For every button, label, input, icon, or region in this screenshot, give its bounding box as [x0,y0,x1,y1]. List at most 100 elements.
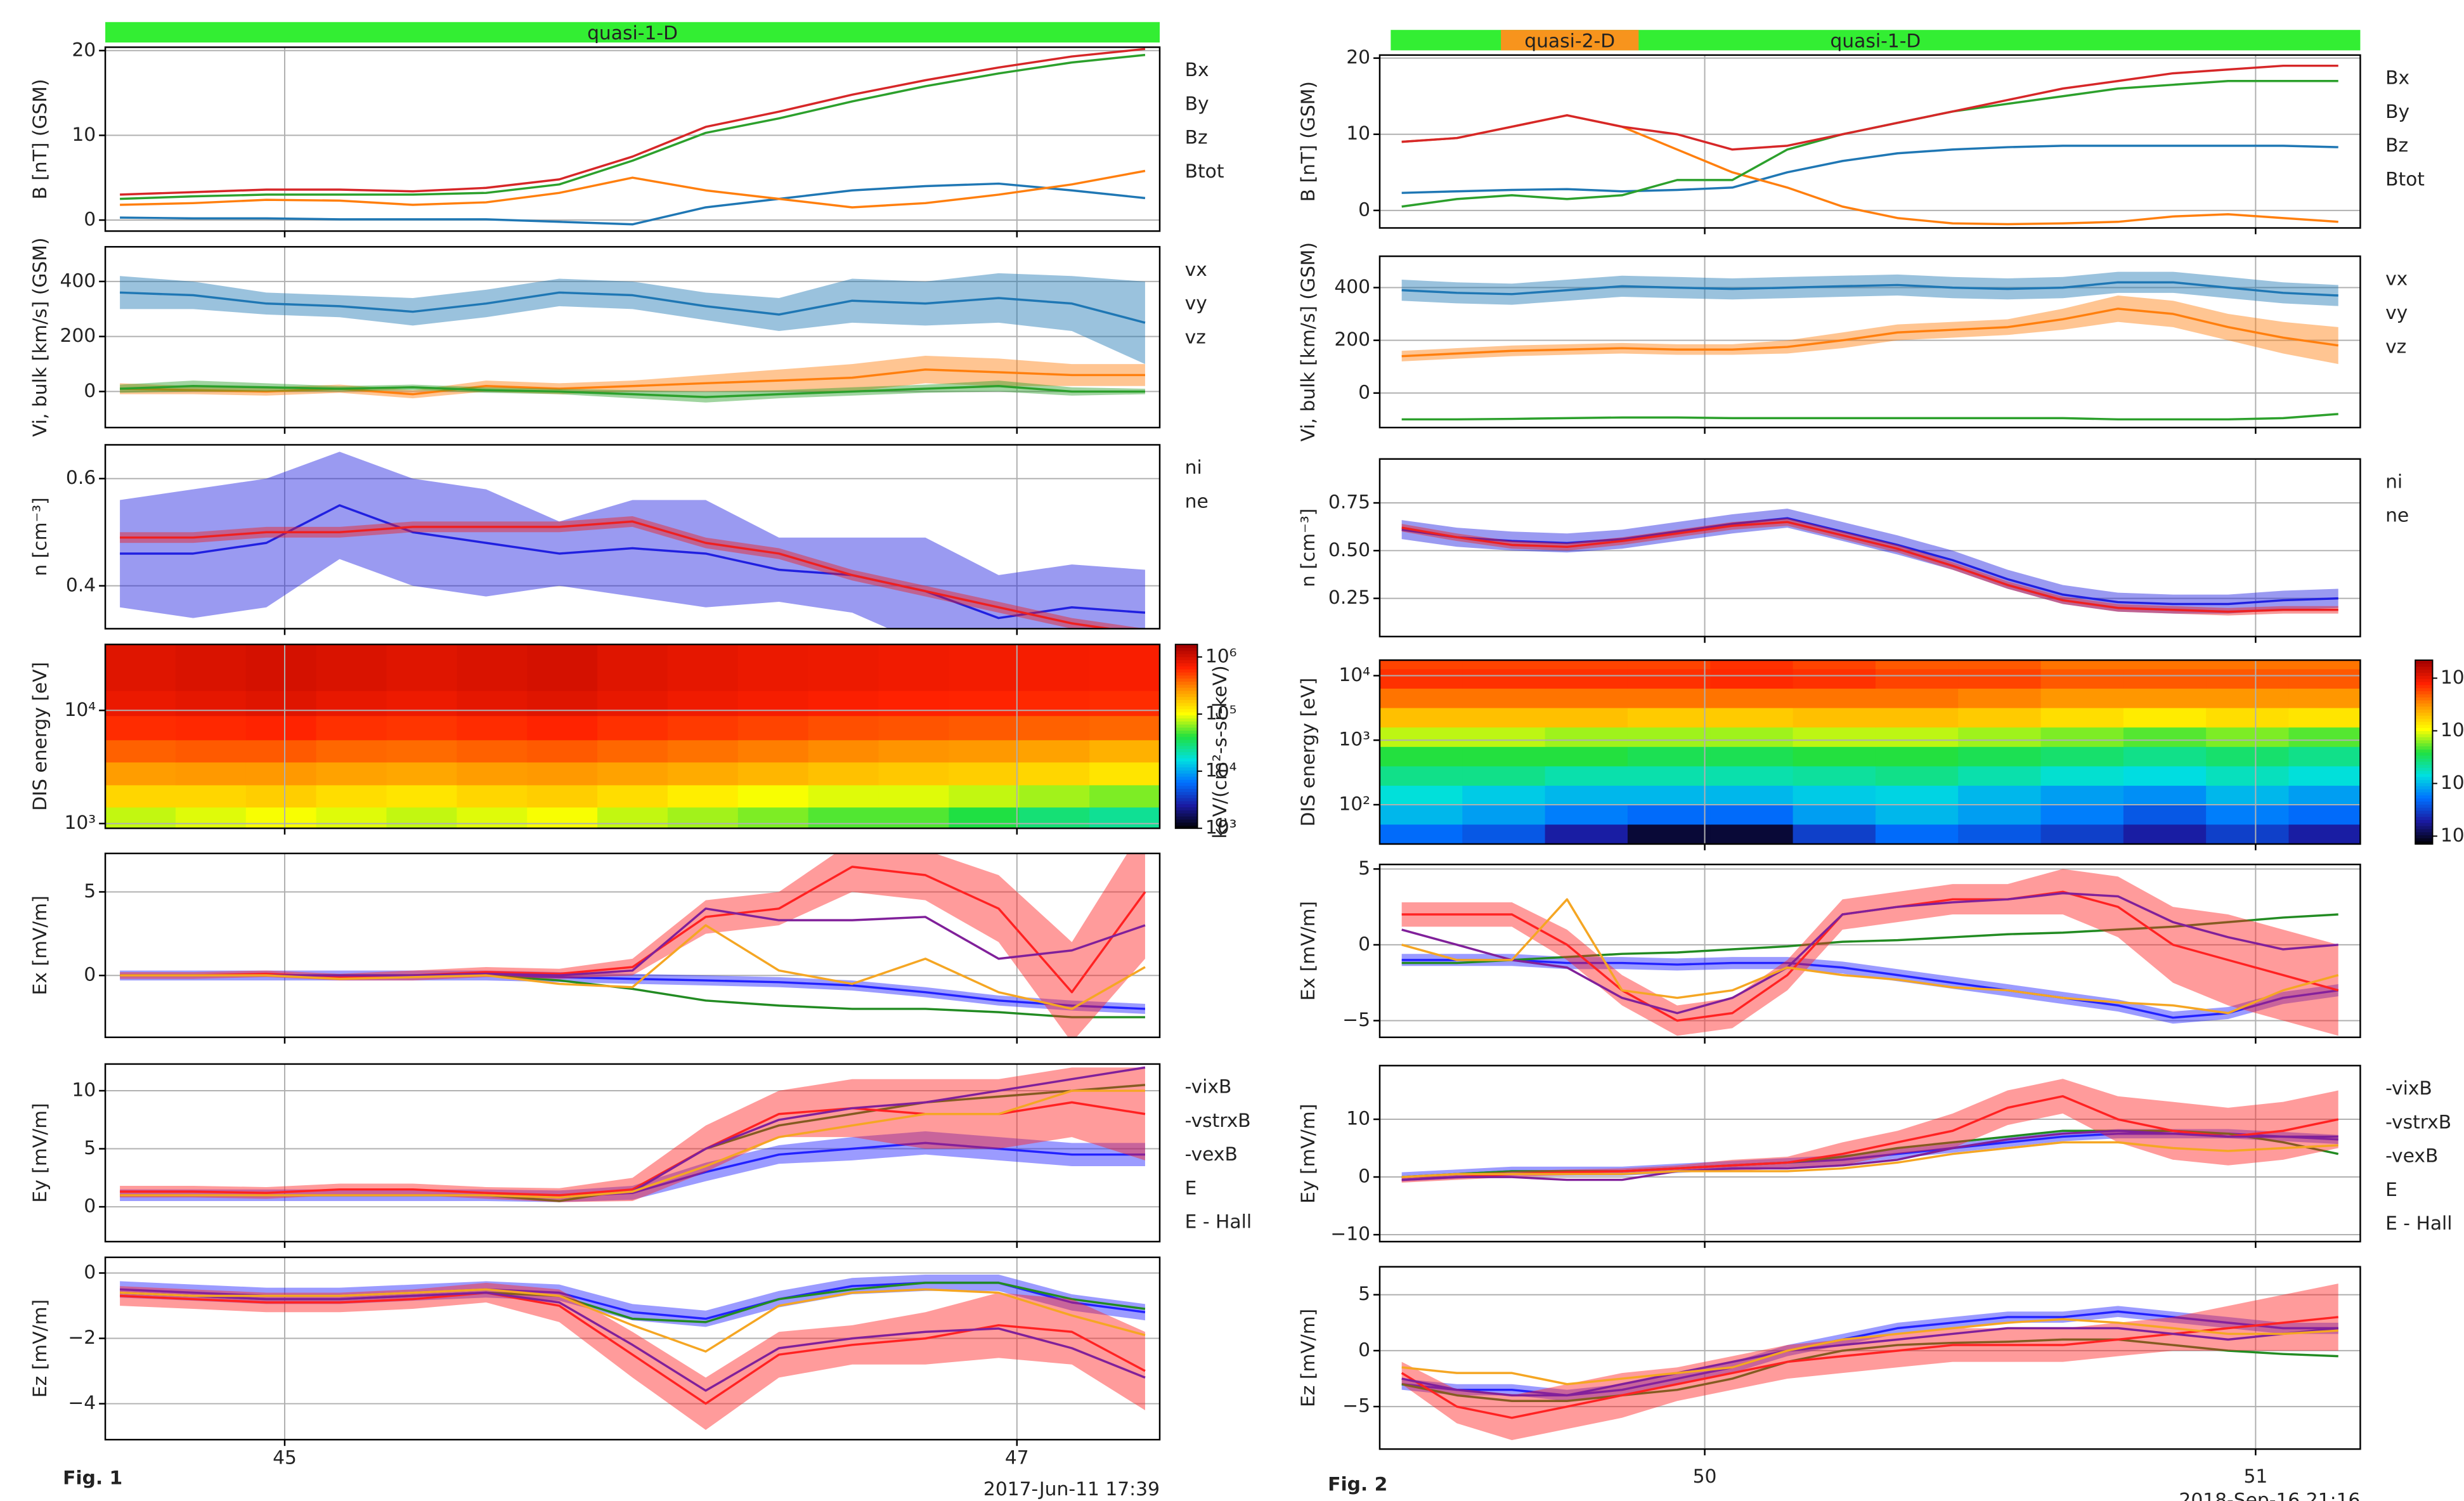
spectrogram-cell [1545,746,1628,767]
spectrogram-cell [527,690,598,717]
spectrogram-cell [1462,668,1546,689]
colorbar-step [2415,786,2433,789]
series-line [120,169,1146,209]
colorbar-tick-label: 10⁶ [1205,646,1237,668]
y-tick-label: 0 [1358,198,1370,221]
plot-area [1401,869,2339,1036]
spectrogram-cell [737,784,809,808]
spectrogram-cell [2123,660,2207,670]
plot-area [1379,660,2361,844]
error-band [1401,1129,2338,1182]
series-line [1401,1141,2338,1178]
spectrogram-cell [1462,765,1546,786]
error-band [120,1131,1145,1202]
error-band [120,1067,1145,1202]
y-tick-label: −5 [1342,1009,1370,1031]
colorbar-step [1175,822,1198,826]
spectrogram-cell [1875,785,1959,805]
colorbar-step [1175,795,1198,798]
colorbar-tick-label: 10⁴ [1205,760,1237,782]
spectrogram-cell [737,644,809,691]
axes-frame [1378,659,2361,845]
colorbar-step [1175,730,1198,734]
spectrogram-cell [1793,746,1876,767]
spectrogram-cell [1793,707,1876,728]
legend-entry: Bx [2385,67,2409,89]
colorbar-step [1175,708,1198,713]
plot-background [105,853,1160,1037]
colorbar-step [2415,767,2433,771]
y-axis-label: Vi, bulk [km/s] (GSM) [29,237,51,436]
spectrogram-cell [1793,668,1876,689]
spectrogram-cell [2040,746,2124,767]
colorbar-step [1175,742,1198,746]
error-band [1401,1283,2338,1440]
legend-entry: ni [1185,457,1202,479]
legend-entry: E [1185,1177,1197,1199]
spectrogram-cell [667,690,739,717]
spectrogram-cell [2206,707,2290,728]
plot-area [120,853,1146,1037]
series-line [1401,1129,2338,1181]
colorbar-step [2415,718,2433,722]
colorbar-step [2415,755,2433,759]
error-band [1401,954,2338,1024]
spectrogram-cell [808,762,879,786]
colorbar-tick-label: 10³ [1205,817,1237,839]
colorbar-step [2415,804,2433,808]
y-tick-label: 200 [60,325,96,347]
spectrogram-cell [949,739,1020,763]
colorbar-step [2415,669,2433,673]
spectrogram-cell [597,690,668,717]
series-line [120,368,1145,396]
y-tick-label: 20 [1346,46,1370,68]
colorbar-step [2415,660,2433,664]
series-line [120,48,1146,196]
spectrogram-cell [1379,668,1463,689]
spectrogram-cell [667,644,739,691]
y-tick-label: −5 [1342,1395,1370,1417]
plot-area [105,644,1160,829]
spectrogram-cell [1462,727,1546,747]
spectrogram-cell [1379,707,1463,728]
spectrogram-cell [245,739,317,763]
x-tick-label: 45 [273,1446,297,1469]
y-tick-label: 0 [1358,1166,1370,1188]
spectrogram-cell [386,690,458,717]
y-tick-label: 400 [60,270,96,292]
axes-frame [1378,255,2361,429]
error-band [1401,518,2338,616]
colorbar-step [2415,681,2433,686]
spectrogram-cell [1462,824,1546,844]
spectrogram-cell [386,715,458,741]
legend-entry: E - Hall [1185,1211,1252,1233]
plot-area [120,48,1146,226]
spectrogram-cell [245,715,317,741]
y-axis-label: Ey [mV/m] [29,1103,51,1202]
y-tick-label: 400 [1334,276,1370,298]
y-tick-label: 10³ [64,812,96,834]
colorbar-step [1175,751,1198,755]
error-band [120,1275,1145,1327]
spectrogram-cell [737,762,809,786]
series-line [120,1288,1146,1353]
spectrogram-cell [1710,707,1794,728]
spectrogram-cell [1627,785,1711,805]
spectrogram-cell [316,690,387,717]
colorbar-step [2415,798,2433,802]
colorbar-step [2415,783,2433,786]
spectrogram-cell [1545,824,1628,844]
spectrogram-cell [2123,804,2207,825]
spectrogram-cell [316,739,387,763]
axes-frame [104,643,1161,829]
colorbar-step [1175,644,1198,648]
colorbar-step [1175,800,1198,805]
spectrogram-cell [949,715,1020,741]
x-tick-label: 50 [1693,1465,1717,1488]
plot-background [1379,1065,2361,1242]
colorbar-step [2415,696,2433,701]
spectrogram-cell [2123,785,2207,805]
legend-entry: vz [2385,335,2406,358]
axes-frame [104,444,1161,630]
legend-entry: ne [2385,505,2409,527]
